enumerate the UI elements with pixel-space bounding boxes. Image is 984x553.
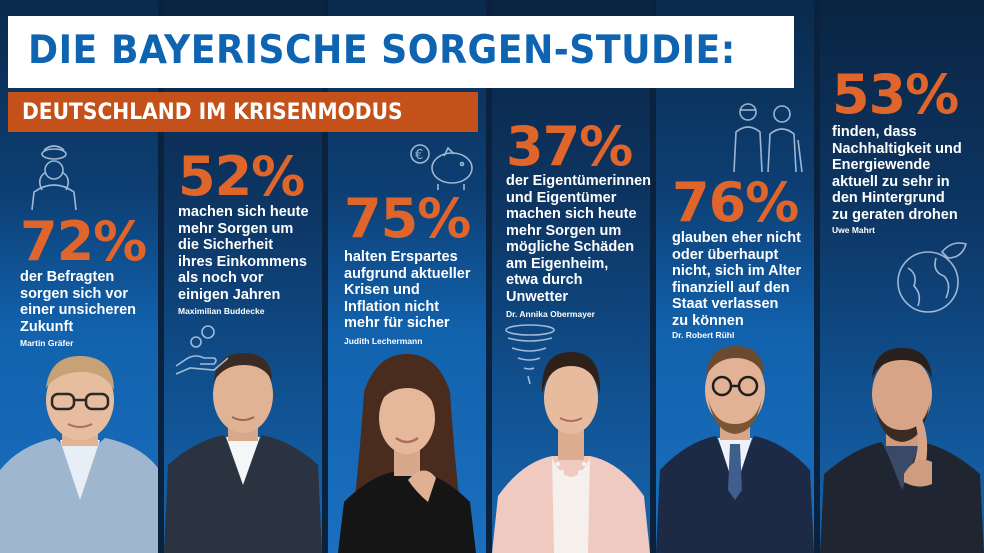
statistic-line: finden, dass xyxy=(832,124,917,140)
author-name: Judith Lechermann xyxy=(344,336,423,346)
statistic-line: mehr Sorgen um xyxy=(506,222,622,239)
statistic-percent: 52% xyxy=(178,145,305,208)
author-name: Martin Gräfer xyxy=(20,338,74,348)
author-name: Maximilian Buddecke xyxy=(178,306,265,316)
statistic-line: mehr für sicher xyxy=(344,315,450,331)
statistic-line: Zukunft xyxy=(20,318,74,335)
statistic-line: etwa durch xyxy=(506,272,583,288)
worried-person-icon xyxy=(31,145,77,211)
piggy-bank-icon: € xyxy=(410,144,473,190)
statistic-line: als noch vor xyxy=(178,270,264,286)
statistic-text: glauben eher nicht oder überhaupt nicht,… xyxy=(672,230,801,329)
statistic-line: nicht, sich im Alter xyxy=(672,263,802,279)
statistic-line: sorgen sich vor xyxy=(20,285,128,302)
statistic-line: und Eigentümer xyxy=(506,189,617,206)
statistic-text: halten Erspartes aufgrund aktueller Kris… xyxy=(344,249,471,332)
author-name: Dr. Robert Rühl xyxy=(672,330,735,340)
column-divider xyxy=(814,0,820,553)
statistic-line: aufgrund aktueller xyxy=(344,265,471,282)
statistic-line: machen sich heute xyxy=(178,204,309,220)
column-divider xyxy=(322,0,328,553)
hand-coins-icon xyxy=(175,325,229,375)
statistic-line: am Eigenheim, xyxy=(506,255,609,272)
statistic-line: Krisen und xyxy=(344,282,420,298)
statistic-line: die Sicherheit xyxy=(178,237,274,253)
author-name: Dr. Annika Obermayer xyxy=(506,309,595,319)
statistic-percent: 76% xyxy=(672,171,799,234)
svg-text:€: € xyxy=(415,148,423,163)
statistic-line: aktuell zu sehr in xyxy=(832,173,950,190)
statistic-line: Unwetter xyxy=(506,288,569,305)
statistic-percent: 53% xyxy=(832,63,959,126)
statistic-line: der Befragten xyxy=(20,269,115,285)
statistic-line: machen sich heute xyxy=(506,206,637,222)
title-banner: DIE BAYERISCHE SORGEN-STUDIE: xyxy=(8,16,794,88)
statistic-percent: 72% xyxy=(20,210,147,273)
portrait-annika-obermayer xyxy=(492,352,650,553)
statistic-line: oder überhaupt xyxy=(672,246,779,263)
subtitle-banner: DEUTSCHLAND IM KRISENMODUS xyxy=(8,92,478,132)
elderly-couple-icon xyxy=(733,103,803,173)
statistic-line: Staat verlassen xyxy=(672,296,779,312)
statistic-line: ihres Einkommens xyxy=(178,253,307,270)
statistic-line: halten Erspartes xyxy=(344,249,458,265)
statistic-line: Nachhaltigkeit und xyxy=(832,140,962,157)
portrait-uwe-mahrt xyxy=(820,348,984,553)
statistic-line: den Hintergrund xyxy=(832,190,945,206)
portrait-robert-ruehl xyxy=(656,346,814,553)
page-title: DIE BAYERISCHE SORGEN-STUDIE: xyxy=(28,28,736,73)
statistic-line: Inflation nicht xyxy=(344,298,440,315)
page-subtitle: DEUTSCHLAND IM KRISENMODUS xyxy=(22,100,403,125)
portrait-maximilian-buddecke xyxy=(164,353,322,553)
portrait-judith-lechermann xyxy=(338,354,476,553)
column-divider xyxy=(158,0,164,553)
statistic-line: glauben eher nicht xyxy=(672,230,801,246)
statistic-percent: 75% xyxy=(344,187,471,250)
statistic-line: mehr Sorgen um xyxy=(178,220,294,237)
portrait-martin-graefer xyxy=(0,355,158,553)
column-divider xyxy=(650,0,656,553)
globe-leaves-icon xyxy=(897,242,967,313)
statistic-line: mögliche Schäden xyxy=(506,239,635,255)
statistic-line: finanziell auf den xyxy=(672,279,790,296)
statistic-text: der Eigentümerinnen und Eigentümer mache… xyxy=(506,173,651,305)
statistic-line: Energiewende xyxy=(832,157,931,173)
author-name: Uwe Mahrt xyxy=(832,225,875,235)
statistic-percent: 37% xyxy=(506,115,633,178)
statistic-line: einigen Jahren xyxy=(178,286,281,303)
statistic-line: zu geraten drohen xyxy=(832,206,958,223)
statistic-line: zu können xyxy=(672,312,744,329)
statistic-text: machen sich heute mehr Sorgen um die Sic… xyxy=(178,204,309,303)
column-divider xyxy=(486,0,492,553)
statistic-text: der Befragten sorgen sich vor einer unsi… xyxy=(20,269,136,335)
statistic-line: der Eigentümerinnen xyxy=(506,173,652,189)
statistic-text: finden, dass Nachhaltigkeit und Energiew… xyxy=(832,124,962,223)
tornado-icon xyxy=(505,324,555,385)
statistic-line: einer unsicheren xyxy=(20,302,137,318)
